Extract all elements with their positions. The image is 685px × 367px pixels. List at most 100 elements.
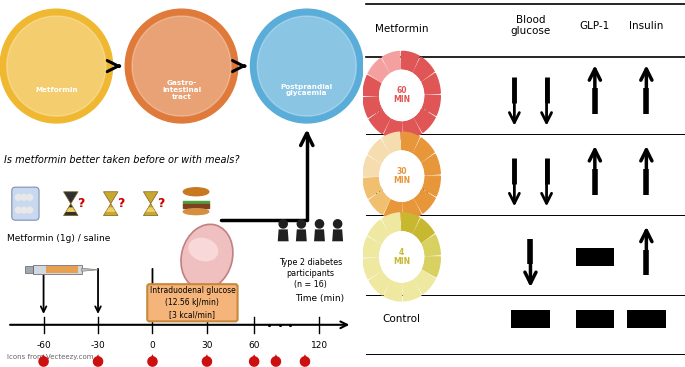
- Text: Gastro-
intestinal
tract: Gastro- intestinal tract: [162, 80, 201, 100]
- Text: Metformin: Metformin: [375, 186, 428, 196]
- FancyBboxPatch shape: [575, 310, 614, 328]
- Circle shape: [125, 9, 238, 123]
- FancyBboxPatch shape: [25, 266, 33, 273]
- Text: 60: 60: [249, 341, 260, 350]
- Circle shape: [15, 207, 21, 213]
- Text: ?: ?: [77, 197, 85, 210]
- Ellipse shape: [184, 209, 209, 215]
- Polygon shape: [273, 354, 279, 360]
- Polygon shape: [384, 280, 401, 301]
- Circle shape: [251, 9, 363, 123]
- Text: Metformin: Metformin: [375, 105, 428, 115]
- Polygon shape: [363, 156, 381, 176]
- Polygon shape: [414, 109, 435, 132]
- Polygon shape: [413, 219, 434, 243]
- Polygon shape: [277, 229, 288, 241]
- Polygon shape: [314, 229, 325, 241]
- Polygon shape: [422, 235, 440, 255]
- Text: GLP-1: GLP-1: [580, 21, 610, 31]
- Circle shape: [315, 220, 323, 228]
- Polygon shape: [403, 199, 421, 220]
- Text: Metformin: Metformin: [375, 24, 428, 34]
- Polygon shape: [363, 178, 382, 198]
- Ellipse shape: [188, 238, 219, 261]
- Polygon shape: [143, 192, 158, 204]
- Polygon shape: [384, 200, 401, 220]
- Polygon shape: [202, 357, 212, 366]
- Polygon shape: [301, 357, 310, 366]
- Polygon shape: [363, 237, 381, 257]
- Text: 120: 120: [311, 341, 328, 350]
- Polygon shape: [384, 119, 401, 139]
- Circle shape: [334, 220, 342, 228]
- Polygon shape: [401, 213, 419, 233]
- Polygon shape: [363, 258, 382, 279]
- Polygon shape: [369, 190, 390, 214]
- Circle shape: [132, 16, 231, 116]
- Polygon shape: [143, 204, 158, 216]
- Polygon shape: [93, 357, 103, 366]
- Polygon shape: [422, 73, 440, 94]
- Polygon shape: [382, 213, 401, 234]
- Text: ?: ?: [157, 197, 164, 210]
- FancyBboxPatch shape: [627, 310, 666, 328]
- Polygon shape: [251, 354, 257, 360]
- Text: Intraduodenal glucose
(12.56 kJ/min)
[3 kcal/min]: Intraduodenal glucose (12.56 kJ/min) [3 …: [149, 287, 235, 319]
- Polygon shape: [103, 192, 118, 204]
- Circle shape: [7, 16, 105, 116]
- Polygon shape: [401, 51, 419, 72]
- FancyBboxPatch shape: [46, 266, 78, 273]
- Polygon shape: [271, 357, 280, 366]
- Polygon shape: [64, 204, 78, 216]
- Polygon shape: [403, 280, 421, 301]
- Circle shape: [21, 195, 27, 200]
- Polygon shape: [363, 97, 382, 117]
- Text: ?: ?: [117, 197, 125, 210]
- Polygon shape: [302, 354, 308, 360]
- Circle shape: [258, 16, 356, 116]
- Polygon shape: [382, 51, 401, 73]
- Text: -30: -30: [90, 341, 105, 350]
- Polygon shape: [369, 110, 390, 134]
- Polygon shape: [148, 357, 157, 366]
- Polygon shape: [369, 139, 389, 163]
- Ellipse shape: [181, 224, 233, 290]
- Text: Icons from Vecteezy.com: Icons from Vecteezy.com: [8, 354, 94, 360]
- Bar: [184, 201, 209, 204]
- Bar: [184, 204, 209, 208]
- Polygon shape: [414, 189, 435, 213]
- Text: Type 2 diabetes
participants
(n = 16): Type 2 diabetes participants (n = 16): [279, 258, 342, 289]
- Text: Control: Control: [383, 314, 421, 324]
- Polygon shape: [401, 132, 419, 153]
- Text: Metformin (1g) / saline: Metformin (1g) / saline: [8, 234, 111, 243]
- FancyBboxPatch shape: [575, 248, 614, 266]
- Polygon shape: [146, 207, 155, 212]
- Polygon shape: [249, 357, 259, 366]
- FancyBboxPatch shape: [33, 265, 82, 275]
- Polygon shape: [423, 176, 440, 196]
- Text: 0: 0: [149, 341, 155, 350]
- Polygon shape: [369, 220, 389, 244]
- Polygon shape: [382, 132, 401, 153]
- Polygon shape: [150, 354, 155, 360]
- Polygon shape: [332, 229, 343, 241]
- Text: 30: 30: [201, 341, 212, 350]
- Polygon shape: [95, 354, 101, 360]
- Polygon shape: [423, 257, 440, 277]
- Polygon shape: [423, 95, 440, 115]
- Circle shape: [379, 151, 424, 201]
- Circle shape: [0, 9, 112, 123]
- Text: -60: -60: [36, 341, 51, 350]
- Circle shape: [279, 220, 287, 228]
- Circle shape: [27, 207, 33, 213]
- Polygon shape: [403, 118, 421, 139]
- Text: Metformin: Metformin: [35, 87, 77, 93]
- Text: 4
MIN: 4 MIN: [393, 248, 410, 266]
- Polygon shape: [82, 268, 98, 271]
- Polygon shape: [39, 357, 48, 366]
- Polygon shape: [413, 57, 434, 81]
- Text: Is metformin better taken before or with meals?: Is metformin better taken before or with…: [3, 155, 239, 165]
- Polygon shape: [422, 154, 440, 175]
- Circle shape: [21, 207, 27, 213]
- Polygon shape: [64, 192, 78, 204]
